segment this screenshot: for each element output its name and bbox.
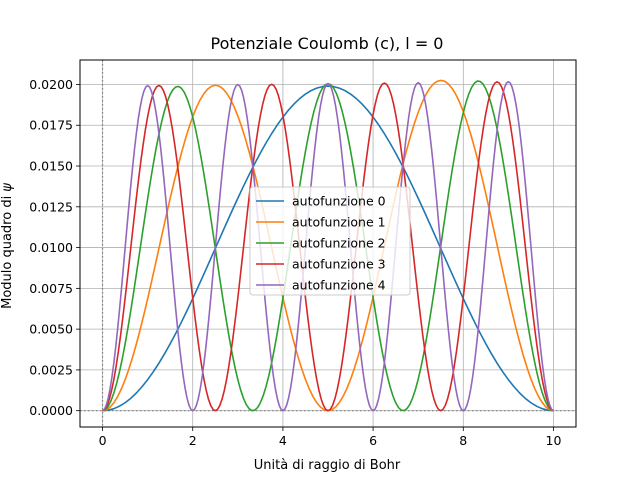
y-tick-label: 0.0100 (29, 240, 73, 255)
x-axis-title: Unità di raggio di Bohr (254, 458, 401, 473)
legend-label-4: autofunzione 4 (292, 278, 386, 293)
legend-label-2: autofunzione 2 (292, 236, 386, 251)
y-axis-title: Modulo quadro di ψ (0, 183, 15, 309)
chart-title: Potenziale Coulomb (c), l = 0 (211, 34, 444, 53)
y-tick-label: 0.0150 (29, 159, 73, 174)
y-tick-label: 0.0050 (29, 322, 73, 337)
y-axis-title-symbol: ψ (0, 183, 15, 192)
legend-label-1: autofunzione 1 (292, 215, 386, 230)
legend: autofunzione 0 autofunzione 1 autofunzione… (249, 186, 411, 296)
x-tick-label: 0 (99, 433, 107, 448)
legend-box (249, 186, 411, 296)
x-tick-label: 2 (189, 433, 197, 448)
x-tick-label: 4 (279, 433, 287, 448)
series-line-3 (102, 81, 554, 412)
y-tick-label: 0.0000 (29, 403, 73, 418)
y-tick-label: 0.0125 (29, 199, 73, 214)
plot-frame (79, 59, 577, 428)
series-line-4 (102, 80, 554, 412)
ticks: 0 2 4 6 8 10 0.0000 0.0025 0.0050 0.0075 0.0100 0.0… (29, 77, 561, 448)
legend-label-3: autofunzione 3 (292, 257, 386, 272)
y-tick-label: 0.0200 (29, 77, 73, 92)
x-tick-label: 8 (459, 433, 467, 448)
y-tick-label: 0.0025 (29, 362, 73, 377)
legend-label-0: autofunzione 0 (292, 194, 386, 209)
x-tick-label: 6 (369, 433, 377, 448)
y-axis-title-text: Modulo quadro di (0, 192, 15, 309)
y-tick-label: 0.0175 (29, 118, 73, 133)
series-lines (102, 79, 554, 412)
x-tick-label: 10 (546, 433, 562, 448)
y-tick-label: 0.0075 (29, 281, 73, 296)
